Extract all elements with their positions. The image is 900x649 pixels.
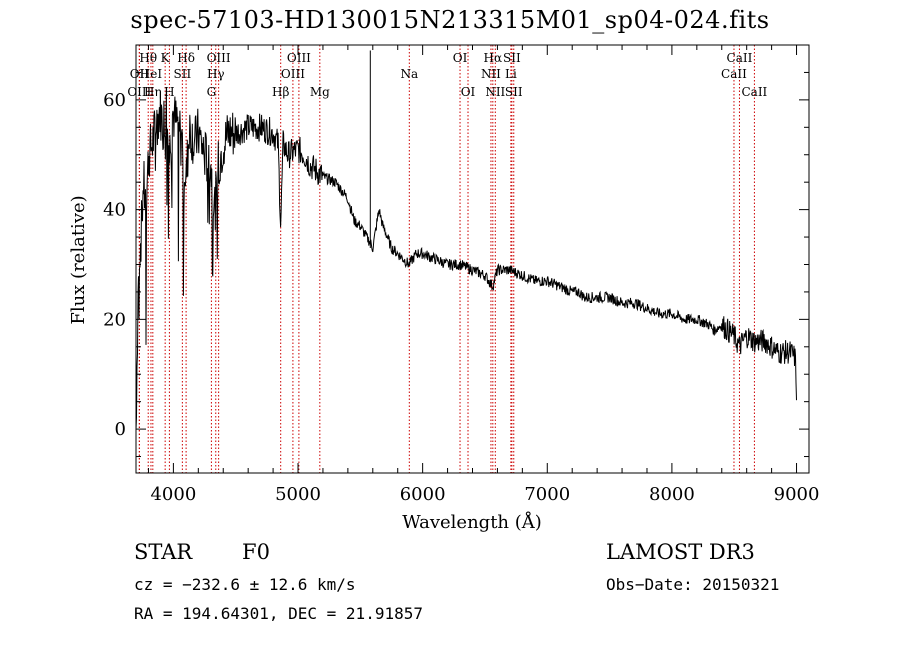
line-label-0: OII: [130, 67, 150, 81]
x-tick-label-2: 6000: [400, 484, 446, 505]
x-axis-label: Wavelength (Å): [402, 511, 542, 533]
line-label-6: H: [164, 85, 174, 99]
y-tick-label-0: 0: [115, 419, 126, 440]
line-label-2: Hθ: [139, 51, 157, 65]
line-label-26: CaII: [727, 51, 753, 65]
line-label-4: Hη: [144, 85, 162, 99]
line-label-16: Na: [400, 67, 418, 81]
line-label-25: CaII: [721, 67, 747, 81]
x-tick-label-5: 9000: [774, 484, 820, 505]
line-label-15: Mg: [310, 85, 330, 99]
y-axis-label: Flux (relative): [68, 195, 89, 324]
line-label-18: OI: [461, 85, 476, 99]
line-label-1: OIII: [127, 85, 151, 99]
line-label-layer: OII OIII Hθ HeI Hη K H Hδ SII OIII Hγ G Hβ OIII OIII Mg…: [127, 51, 767, 99]
chart-title: spec-57103-HD130015N213315M01_sp04-024.f…: [130, 6, 770, 34]
line-label-11: G: [207, 85, 217, 99]
object-class: STAR: [134, 540, 193, 564]
line-label-19: NII: [481, 67, 501, 81]
line-marker-layer: [138, 45, 755, 473]
x-tick-label-4: 8000: [649, 484, 695, 505]
line-label-14: OIII: [287, 51, 311, 65]
line-label-27: CaII: [741, 85, 767, 99]
y-tick-label-1: 20: [103, 309, 126, 330]
line-label-17: OI: [453, 51, 468, 65]
observation-date: Obs−Date: 20150321: [606, 575, 780, 594]
line-label-3: HeI: [140, 67, 163, 81]
x-tick-label-3: 7000: [524, 484, 570, 505]
spectrum-line: [135, 50, 797, 430]
line-label-7: Hδ: [177, 51, 195, 65]
axis-ticks: 4000 5000 6000 7000 8000 9000 0 20 40 60: [103, 45, 819, 505]
x-tick-label-0: 4000: [150, 484, 196, 505]
survey-name: LAMOST DR3: [606, 540, 755, 564]
coordinates: RA = 194.64301, DEC = 21.91857: [134, 604, 423, 623]
plot-frame: [135, 44, 810, 474]
line-label-9: OIII: [207, 51, 231, 65]
line-label-22: Li: [505, 67, 517, 81]
line-label-21: NII: [485, 85, 505, 99]
y-tick-label-2: 40: [103, 200, 126, 221]
y-tick-label-3: 60: [103, 90, 126, 111]
line-label-23: SII: [503, 51, 521, 65]
line-label-12: Hβ: [272, 85, 289, 99]
line-label-24: SII: [505, 85, 523, 99]
x-tick-label-1: 5000: [275, 484, 321, 505]
line-label-8: SII: [174, 67, 192, 81]
line-label-5: K: [161, 51, 171, 65]
object-subclass: F0: [242, 540, 270, 564]
line-label-20: Hα: [484, 51, 503, 65]
redshift-value: cz = −232.6 ± 12.6 km/s: [134, 575, 356, 594]
line-label-10: Hγ: [207, 67, 225, 81]
line-label-13: OIII: [281, 67, 305, 81]
